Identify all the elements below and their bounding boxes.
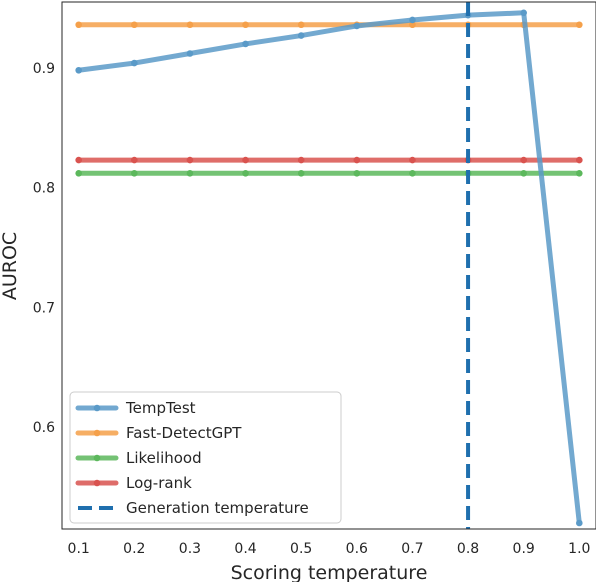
plot-frame — [61, 1, 596, 530]
legend-marker-fast-detectgpt — [93, 429, 101, 437]
data-point-likelihood — [520, 169, 527, 177]
x-axis-ticks: 0.1 0.2 0.3 0.4 0.5 0.6 0.7 0.8 0.9 1.0 — [68, 541, 591, 557]
data-point-fast-detectgpt — [576, 21, 583, 29]
data-point-likelihood — [409, 169, 416, 177]
legend-box — [69, 391, 342, 524]
data-point-temptest — [576, 519, 583, 527]
x-tick-label: 0.2 — [123, 541, 145, 557]
x-tick-label: 1.0 — [568, 541, 590, 557]
data-point-fast-detectgpt — [75, 21, 82, 29]
data-point-temptest — [242, 40, 249, 48]
data-point-likelihood — [297, 169, 305, 177]
legend-label-log-rank: Log-rank — [126, 474, 192, 492]
data-point-fast-detectgpt — [409, 21, 416, 29]
data-point-temptest — [297, 32, 305, 39]
series-line-temptest — [76, 10, 582, 526]
data-point-fast-detectgpt — [297, 21, 305, 29]
legend-label-fast-detectgpt: Fast-DetectGPT — [126, 424, 242, 442]
y-tick-label: 0.6 — [33, 420, 55, 436]
data-point-temptest — [186, 50, 194, 57]
legend: TempTest Fast-DetectGPT Likelihood Log-rank… — [69, 391, 342, 524]
data-point-likelihood — [353, 169, 361, 177]
data-point-fast-detectgpt — [131, 21, 138, 29]
y-axis-ticks: 0.6 0.7 0.8 0.9 — [33, 61, 55, 436]
data-point-log-rank — [576, 156, 583, 164]
x-tick-label: 0.4 — [234, 541, 256, 557]
data-point-log-rank — [297, 156, 305, 164]
data-point-log-rank — [353, 156, 361, 164]
data-point-fast-detectgpt — [186, 21, 194, 29]
y-tick-label: 0.9 — [33, 61, 55, 77]
y-axis-label: AUROC — [0, 232, 21, 300]
data-point-likelihood — [242, 169, 249, 177]
x-tick-label: 0.8 — [457, 541, 479, 557]
data-point-log-rank — [242, 156, 249, 164]
data-point-likelihood — [131, 169, 138, 177]
y-tick-label: 0.7 — [33, 300, 55, 316]
legend-marker-likelihood — [93, 454, 101, 462]
x-tick-label: 0.6 — [346, 541, 368, 557]
data-point-log-rank — [520, 156, 527, 164]
data-point-fast-detectgpt — [242, 21, 249, 29]
legend-label-generation-temperature: Generation temperature — [126, 499, 309, 517]
data-point-temptest — [75, 66, 82, 74]
data-point-temptest — [131, 59, 138, 67]
data-point-temptest — [520, 9, 527, 17]
x-tick-label: 0.1 — [68, 541, 90, 557]
x-tick-label: 0.3 — [179, 541, 201, 557]
data-point-temptest — [409, 16, 416, 24]
plot-area — [75, 2, 583, 529]
data-point-log-rank — [409, 156, 416, 164]
x-tick-label: 0.5 — [290, 541, 312, 557]
x-tick-label: 0.9 — [513, 541, 535, 557]
data-point-log-rank — [75, 156, 82, 164]
data-point-log-rank — [131, 156, 138, 164]
x-tick-label: 0.7 — [401, 541, 423, 557]
data-point-likelihood — [75, 169, 82, 177]
legend-label-temptest: TempTest — [125, 399, 196, 417]
y-tick-label: 0.8 — [33, 181, 55, 197]
data-point-temptest — [353, 22, 361, 30]
legend-marker-log-rank — [93, 479, 101, 487]
data-point-likelihood — [186, 169, 194, 177]
legend-label-likelihood: Likelihood — [126, 449, 202, 467]
data-point-likelihood — [576, 169, 583, 177]
legend-marker-temptest — [93, 404, 101, 412]
x-axis-label: Scoring temperature — [231, 562, 428, 582]
data-point-log-rank — [186, 156, 194, 164]
